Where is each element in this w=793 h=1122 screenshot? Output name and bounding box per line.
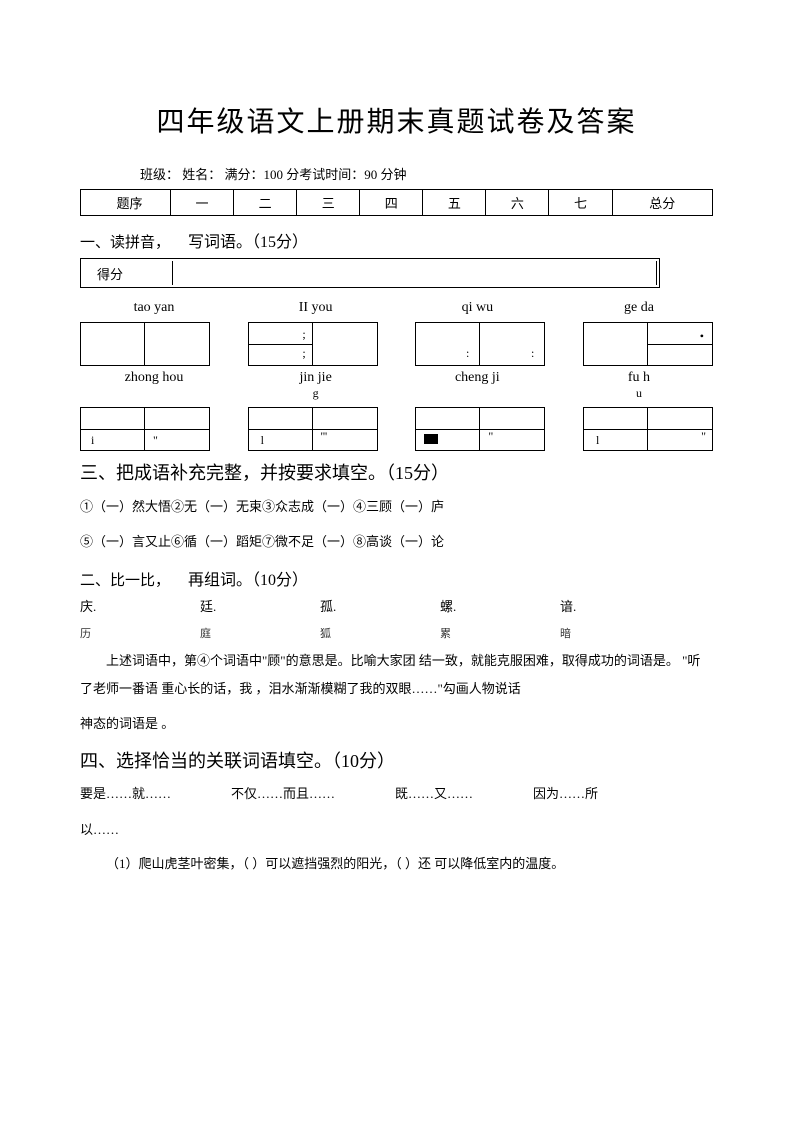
conjunction-row: 要是……就…… 不仅……而且…… 既……又…… 因为……所 [80,783,713,802]
conj-item: 因为……所 [533,783,598,802]
conj-continue: 以…… [80,816,713,845]
score-table: 题序 一 二 三 四 五 六 七 总分 [80,189,713,216]
score-col: 二 [234,190,297,216]
word-item: 历 [80,625,200,641]
word-row-2: 历 庭 狐 累 暗 [80,625,713,641]
score-col: 六 [486,190,549,216]
conj-item: 要是……就…… [80,783,171,802]
char-box: • [583,322,713,366]
defen-label: 得分 [83,261,173,285]
pinyin-sub [84,386,224,401]
exam-info: 班级： 姓名： 满分：100 分考试时间：90 分钟 [140,164,713,183]
pinyin-sub: u [569,386,709,401]
table-row: 题序 一 二 三 四 五 六 七 总分 [81,190,713,216]
pinyin-item: zhong hou [84,370,224,386]
section-1-label: 一、读拼音， [80,231,170,252]
page-title: 四年级语文上册期末真题试卷及答案 [80,100,713,140]
section-3-heading: 三、把成语补充完整，并按要求填空。（15分） [80,459,713,485]
pinyin-item: ge da [569,300,709,316]
paragraph-2: 神态的词语是 。 [80,710,713,739]
pinyin-item: qi wu [407,300,547,316]
defen-empty [175,261,657,285]
char-box-row-1: ;; :: • [80,322,713,366]
score-header-label: 题序 [81,190,171,216]
char-box: :: [415,322,545,366]
conj-item: 既……又…… [395,783,473,802]
paragraph-1: 上述词语中，第④个词语中"顾"的意思是。比喻大家团 结一致，就能克服困难，取得成… [80,647,713,704]
char-box: " [415,407,545,451]
word-item: 庭 [200,625,320,641]
word-item: 螺. [440,596,560,615]
score-col: 五 [423,190,486,216]
char-box [80,322,210,366]
pinyin-sub-row: g u [80,386,713,401]
idiom-line-2: ⑤（一）言又止⑥循（一）蹈矩⑦微不足（一）⑧高谈（一）论 [80,530,713,553]
word-item: 廷. [200,596,320,615]
pinyin-item: II you [246,300,386,316]
section-1-header: 一、读拼音， 写词语。（15分） [80,228,713,252]
score-col: 一 [171,190,234,216]
pinyin-sub [407,386,547,401]
char-box-row-2: i " l ''' " l " [80,407,713,451]
idiom-line-1: ①（一）然大悟②无（一）无束③众志成（一）④三顾（一）庐 [80,495,713,518]
word-item: 庆. [80,596,200,615]
pinyin-item: fu h [569,370,709,386]
score-col: 四 [360,190,423,216]
pinyin-item: cheng ji [407,370,547,386]
conj-item: 不仅……而且…… [231,783,335,802]
word-item: 累 [440,625,560,641]
score-col: 三 [297,190,360,216]
pinyin-item: tao yan [84,300,224,316]
section-2-label: 二、比一比， [80,569,170,590]
char-box: l " [583,407,713,451]
word-item: 狐 [320,625,440,641]
word-item: 谙. [560,596,680,615]
char-box: ;; [248,322,378,366]
word-row-1: 庆. 廷. 孤. 螺. 谙. [80,596,713,615]
score-col: 七 [549,190,612,216]
section-2-text: 再组词。（10分） [188,566,308,590]
char-box: l ''' [248,407,378,451]
question-1: （1）爬山虎茎叶密集，（ ）可以遮挡强烈的阳光，（ ）还 可以降低室内的温度。 [80,850,713,879]
pinyin-item: jin jie [246,370,386,386]
pinyin-row-2: zhong hou jin jie cheng ji fu h [80,370,713,386]
pinyin-row-1: tao yan II you qi wu ge da [80,300,713,316]
section-2-header: 二、比一比， 再组词。（10分） [80,566,713,590]
char-box: i " [80,407,210,451]
section-1-text: 写词语。（15分） [188,228,308,252]
defen-box: 得分 [80,258,660,288]
word-item: 暗 [560,625,680,641]
word-item: 孤. [320,596,440,615]
score-col: 总分 [612,190,712,216]
pinyin-sub: g [246,386,386,401]
section-4-heading: 四、选择恰当的关联词语填空。（10分） [80,747,713,773]
